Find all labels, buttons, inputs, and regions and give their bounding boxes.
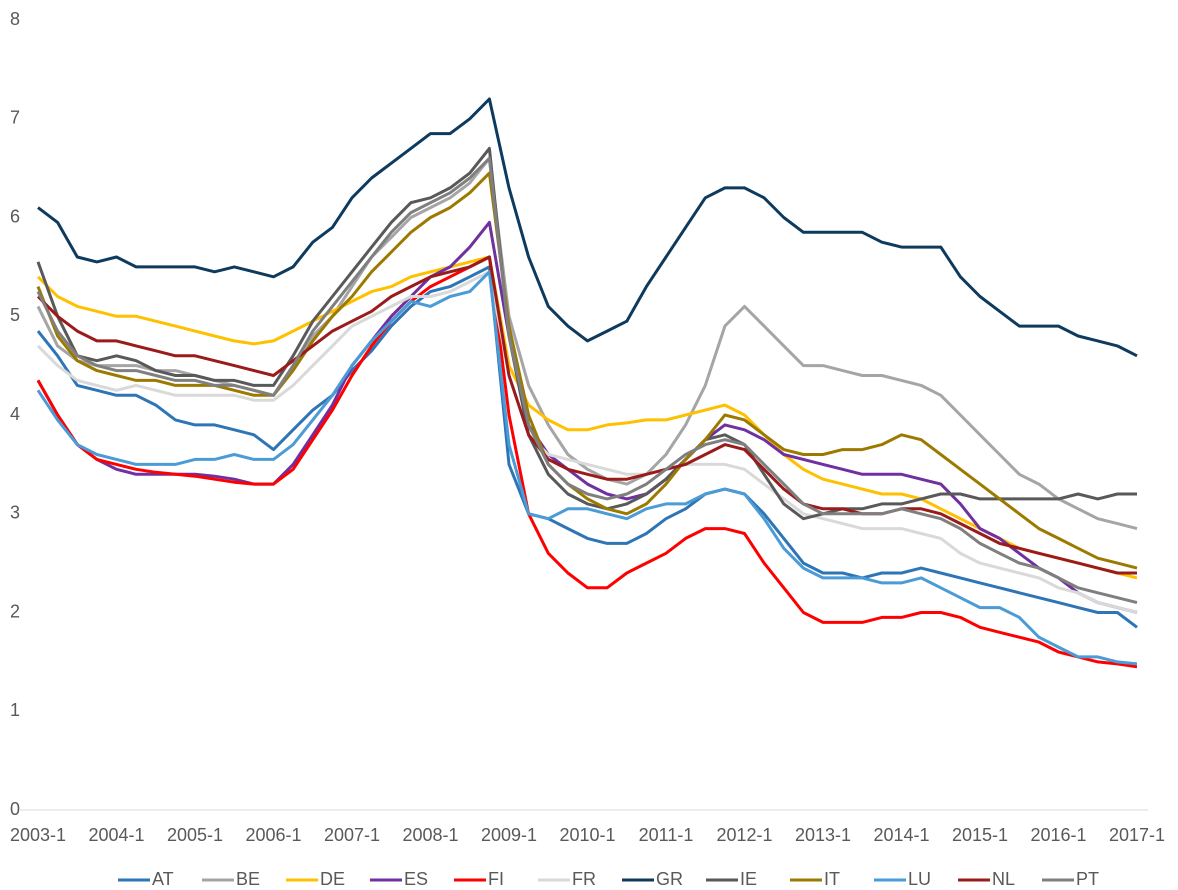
legend-label: FI [488,869,504,889]
legend-label: PT [1076,869,1099,889]
series-line [36,255,1138,580]
series-line [36,146,1137,521]
x-tick-label: 2006-1 [245,825,301,845]
x-tick-label: 2005-1 [167,825,223,845]
x-tick-label: 2017-1 [1109,825,1165,845]
legend-label: FR [572,869,596,889]
series-line [36,270,1138,666]
y-tick-label: 4 [10,404,20,424]
series-line [36,220,1138,614]
x-tick-label: 2008-1 [402,825,458,845]
series-line [37,97,1138,358]
y-tick-label: 6 [10,206,20,226]
x-tick-label: 2013-1 [795,825,851,845]
x-tick-label: 2014-1 [873,825,929,845]
series-line [36,156,1138,605]
legend-label: AT [152,869,174,889]
y-tick-label: 1 [10,700,20,720]
x-tick-label: 2009-1 [481,825,537,845]
y-tick-label: 0 [10,799,20,819]
series-line [36,265,1138,629]
legend-label: ES [404,869,428,889]
y-tick-label: 2 [10,601,20,621]
series-line [36,156,1138,531]
series-line [36,255,1137,575]
legend-label: LU [908,869,931,889]
legend-label: GR [656,869,683,889]
legend-label: IE [740,869,757,889]
legend-label: NL [992,869,1015,889]
x-tick-label: 2004-1 [88,825,144,845]
x-tick-label: 2007-1 [324,825,380,845]
legend-label: IT [824,869,840,889]
series-line [36,171,1138,570]
y-tick-label: 8 [10,9,20,29]
x-tick-label: 2003-1 [10,825,66,845]
y-tick-label: 7 [10,108,20,128]
x-tick-label: 2015-1 [952,825,1008,845]
y-tick-label: 3 [10,503,20,523]
legend-label: DE [320,869,345,889]
series-line [36,270,1138,614]
y-tick-label: 5 [10,305,20,325]
series-line [36,255,1138,669]
x-tick-label: 2016-1 [1030,825,1086,845]
x-tick-label: 2011-1 [639,825,694,845]
legend-label: BE [236,869,260,889]
x-tick-label: 2012-1 [716,825,772,845]
x-tick-label: 2010-1 [559,825,615,845]
